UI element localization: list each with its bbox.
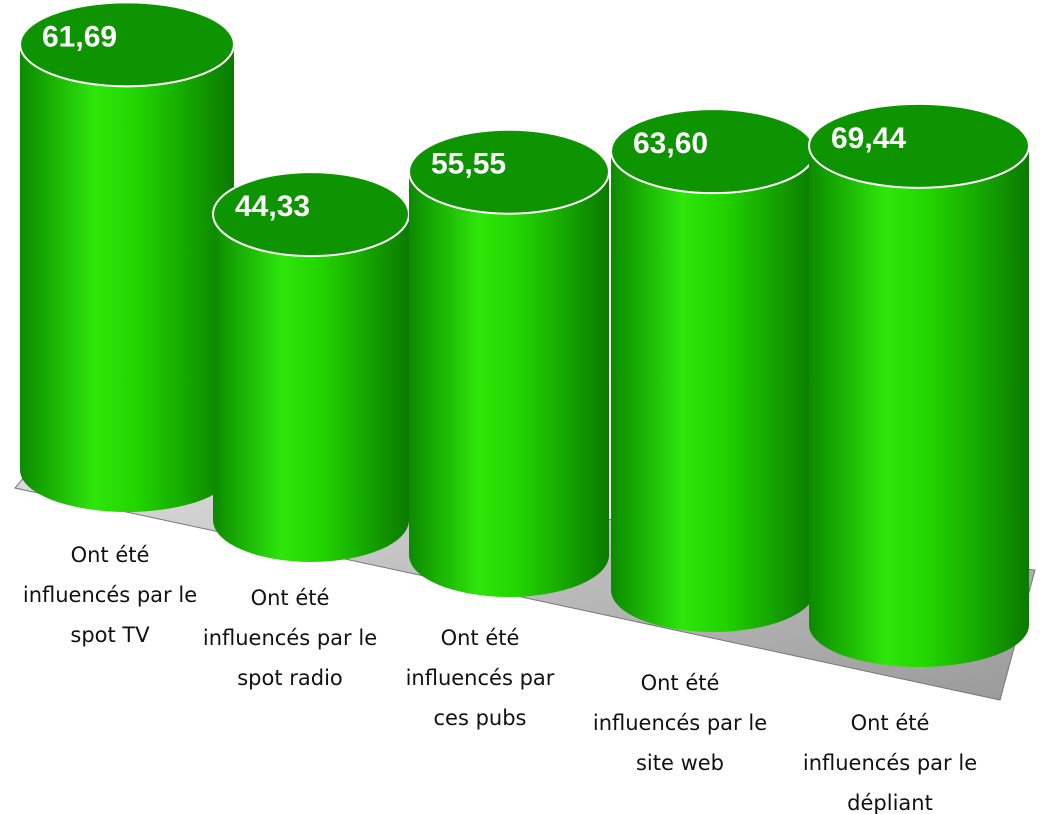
cylinder-body: [213, 214, 409, 562]
value-label: 61,69: [42, 20, 117, 53]
category-label: Ont été influencés par le spot TV: [22, 543, 198, 647]
cylinder-top: [19, 1, 235, 88]
category-label: Ont été influencés par le spot radio: [202, 586, 378, 690]
value-label: 55,55: [431, 148, 506, 181]
cylinder-body: [809, 145, 1029, 667]
category-label: Ont été influencés par ces pubs: [405, 626, 555, 730]
value-label: 44,33: [235, 190, 310, 223]
value-label: 63,60: [633, 127, 708, 160]
cylinder-body: [409, 171, 609, 597]
category-label: Ont été influencés par le site web: [592, 671, 768, 775]
cylinder-top: [408, 128, 610, 215]
value-label: 69,44: [831, 122, 906, 155]
cylinder-body: [20, 44, 234, 513]
cylinder-body: [611, 151, 815, 632]
cylinder-top: [808, 102, 1030, 189]
category-label: Ont été influencés par le dépliant: [802, 711, 978, 814]
